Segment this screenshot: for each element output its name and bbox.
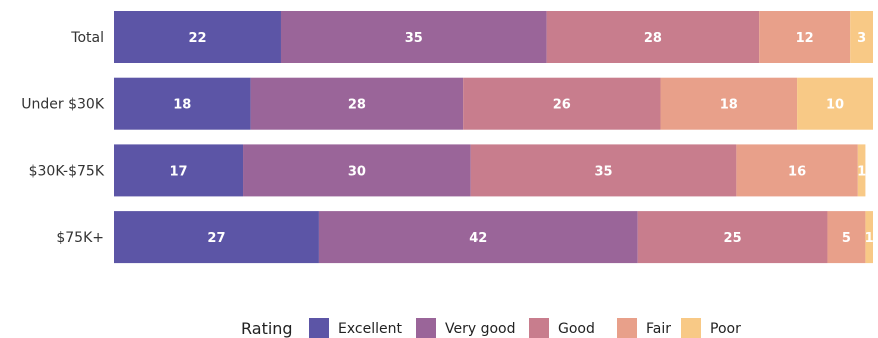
legend-swatch-poor (681, 318, 701, 338)
legend-label-very-good: Very good (445, 321, 516, 337)
data-label-under-30k-poor: 10 (826, 98, 844, 113)
legend-title: Rating (241, 319, 293, 338)
bar-segment-total-poor (850, 11, 873, 63)
category-label-30k-75k: $30K-$75K (29, 163, 105, 179)
legend-swatch-fair (617, 318, 637, 338)
data-label-under-30k-excellent: 18 (173, 98, 191, 113)
data-label-75k-good: 25 (724, 231, 742, 246)
category-label-total: Total (70, 30, 104, 46)
legend-label-poor: Poor (710, 321, 741, 337)
bar-segment-75k-good (637, 211, 828, 264)
data-label-75k-fair: 5 (842, 231, 851, 246)
legend-label-good: Good (558, 321, 595, 337)
data-label-total-very-good: 35 (405, 31, 423, 46)
data-label-30k-75k-fair: 16 (788, 164, 806, 179)
bar-segment-30k-75k-very-good (243, 144, 471, 197)
legend-label-excellent: Excellent (338, 321, 402, 337)
data-label-75k-excellent: 27 (207, 231, 225, 246)
category-label-under-30k: Under $30K (21, 97, 105, 113)
data-label-total-poor: 3 (857, 31, 866, 46)
bar-segment-30k-75k-fair (736, 144, 858, 197)
data-label-under-30k-fair: 18 (720, 98, 738, 113)
bar-segment-under-30k-poor (797, 77, 873, 130)
data-label-total-excellent: 22 (188, 31, 206, 46)
data-label-75k-poor: 1 (865, 231, 874, 246)
category-label-75k: $75K+ (56, 230, 104, 246)
data-label-30k-75k-poor: 1 (857, 164, 866, 179)
bar-segment-75k-excellent (114, 211, 319, 264)
category-labels: Total Under $30K $30K-$75K $75K+ (21, 30, 105, 246)
legend: Rating Excellent Very good Good Fair Poor (241, 318, 741, 338)
data-label-under-30k-very-good: 28 (348, 98, 366, 113)
bar-segment-75k-fair (827, 211, 866, 264)
data-label-30k-75k-excellent: 17 (169, 164, 187, 179)
legend-swatch-excellent (309, 318, 329, 338)
legend-swatch-good (529, 318, 549, 338)
data-label-total-fair: 12 (796, 31, 814, 46)
data-label-under-30k-good: 26 (553, 98, 571, 113)
legend-items: Excellent Very good Good Fair Poor (309, 318, 741, 338)
legend-label-fair: Fair (646, 321, 671, 337)
bar-segment-under-30k-excellent (114, 77, 251, 130)
bar-segment-75k-very-good (318, 211, 638, 264)
data-label-30k-75k-good: 35 (595, 164, 613, 179)
bar-segment-under-30k-good (463, 77, 661, 130)
bar-segment-total-very-good (280, 11, 547, 63)
bar-segment-total-good (546, 11, 760, 63)
bar-segment-30k-75k-good (470, 144, 737, 197)
data-label-75k-very-good: 42 (469, 231, 487, 246)
bar-segment-30k-75k-excellent (114, 144, 244, 197)
data-label-total-good: 28 (644, 31, 662, 46)
bar-segment-under-30k-very-good (250, 77, 464, 130)
bar-segment-total-excellent (114, 11, 281, 63)
bar-segment-under-30k-fair (660, 77, 798, 130)
bar-segment-75k-poor (865, 211, 873, 264)
legend-swatch-very-good (416, 318, 436, 338)
bar-segment-total-fair (759, 11, 851, 63)
bar-segment-30k-75k-poor (857, 144, 866, 197)
data-label-30k-75k-very-good: 30 (348, 164, 366, 179)
